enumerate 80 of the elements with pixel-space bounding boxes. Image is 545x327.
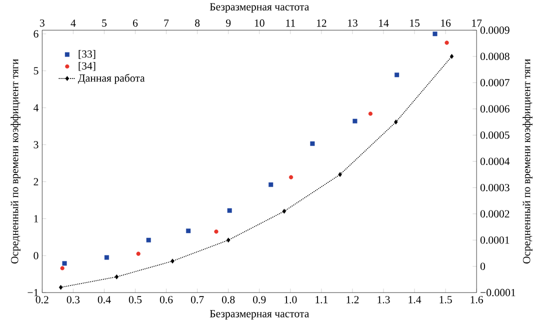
- point: [146, 238, 151, 242]
- x-tick-label: 0.9: [253, 296, 266, 304]
- point: [227, 208, 232, 213]
- y-axis-title: Осредненный по времени коэффициент тяги: [10, 59, 20, 264]
- point: [62, 261, 67, 266]
- x-tick-label: 0.8: [222, 296, 235, 304]
- point: [368, 112, 373, 116]
- y2-axis-title: Осредненный по времени коэффициент тяги: [522, 59, 532, 264]
- y-tick-label: 5: [34, 67, 38, 74]
- y2-tick-label: 0.0002: [480, 210, 510, 218]
- x2-tick-label: 7: [164, 20, 169, 27]
- point: [104, 255, 109, 260]
- point: [214, 230, 218, 234]
- x2-tick-label: 3: [40, 19, 44, 27]
- y-tick-label: 2: [34, 178, 38, 186]
- x2-tick-label: 13: [348, 19, 358, 27]
- x-tick-label: 0.5: [128, 296, 142, 304]
- x2-tick-label: 8: [195, 19, 200, 27]
- x2-tick-label: 15: [410, 19, 420, 27]
- point: [444, 40, 449, 45]
- x2-axis-title: Безразмерная частота: [210, 3, 310, 13]
- x-tick-label: 0.4: [98, 296, 111, 304]
- y2-tick-label: 0.0003: [480, 184, 510, 192]
- x-tick-label: 0.2: [36, 296, 48, 304]
- x-tick-label: 0.7: [190, 296, 204, 304]
- x-tick-label: 1.0: [284, 296, 297, 304]
- legend-label: Данная работа: [78, 74, 145, 84]
- y2-tick-label: 0.0008: [480, 52, 510, 60]
- point: [338, 172, 342, 177]
- y-tick-label: 3: [34, 141, 38, 148]
- x-tick-label: 0.6: [160, 296, 173, 304]
- point: [226, 238, 230, 243]
- x-tick-label: 1.3: [378, 296, 390, 304]
- point: [268, 182, 274, 187]
- y-tick-label: 6: [34, 30, 38, 38]
- x-tick-label: 0.3: [66, 296, 80, 304]
- x-axis-title: Безразмерная частота: [210, 310, 310, 320]
- point: [282, 208, 286, 214]
- point: [136, 252, 140, 256]
- x-tick-label: 1.6: [470, 296, 484, 304]
- x2-tick-label: 10: [254, 19, 264, 27]
- y-tick-label: −1: [28, 289, 38, 296]
- y2-tick-label: −0.0001: [480, 288, 516, 296]
- x2-tick-label: 11: [286, 20, 295, 27]
- point: [60, 266, 64, 270]
- y2-tick-label: 0.0006: [480, 105, 510, 113]
- x-tick-label: 1.1: [316, 296, 328, 304]
- point: [394, 72, 400, 78]
- x2-tick-label: 9: [226, 19, 231, 27]
- point: [170, 258, 174, 264]
- y-tick-label: 0: [34, 252, 38, 260]
- x2-tick-label: 6: [133, 19, 138, 27]
- x2-tick-label: 5: [102, 20, 107, 27]
- legend-label: [34]: [78, 62, 96, 71]
- y2-tick-label: 0.0007: [480, 78, 510, 86]
- y2-tick-label: 0.0004: [480, 158, 510, 166]
- point: [432, 32, 438, 36]
- y2-tick-label: 0: [480, 262, 486, 270]
- point: [352, 118, 358, 124]
- x-tick-label: 1.5: [440, 296, 452, 304]
- x2-tick-label: 12: [316, 20, 326, 27]
- x2-tick-label: 14: [379, 20, 389, 27]
- point: [450, 54, 454, 59]
- point: [58, 284, 63, 290]
- x2-tick-label: 16: [441, 19, 451, 27]
- point: [114, 274, 119, 280]
- y2-tick-label: 0.0001: [480, 236, 510, 244]
- y2-tick-label: 0.0009: [480, 26, 510, 34]
- y-tick-label: 1: [34, 215, 38, 222]
- point: [288, 175, 294, 180]
- legend-label: [33]: [78, 50, 96, 59]
- point: [186, 228, 191, 234]
- y2-tick-label: 0.0005: [480, 131, 510, 139]
- x-tick-label: 1.4: [408, 296, 422, 304]
- x2-tick-label: 17: [472, 20, 482, 27]
- x-tick-label: 1.2: [346, 296, 359, 304]
- x2-tick-label: 4: [70, 20, 76, 27]
- point: [394, 120, 398, 124]
- point: [310, 141, 315, 146]
- y-tick-label: 4: [34, 104, 39, 112]
